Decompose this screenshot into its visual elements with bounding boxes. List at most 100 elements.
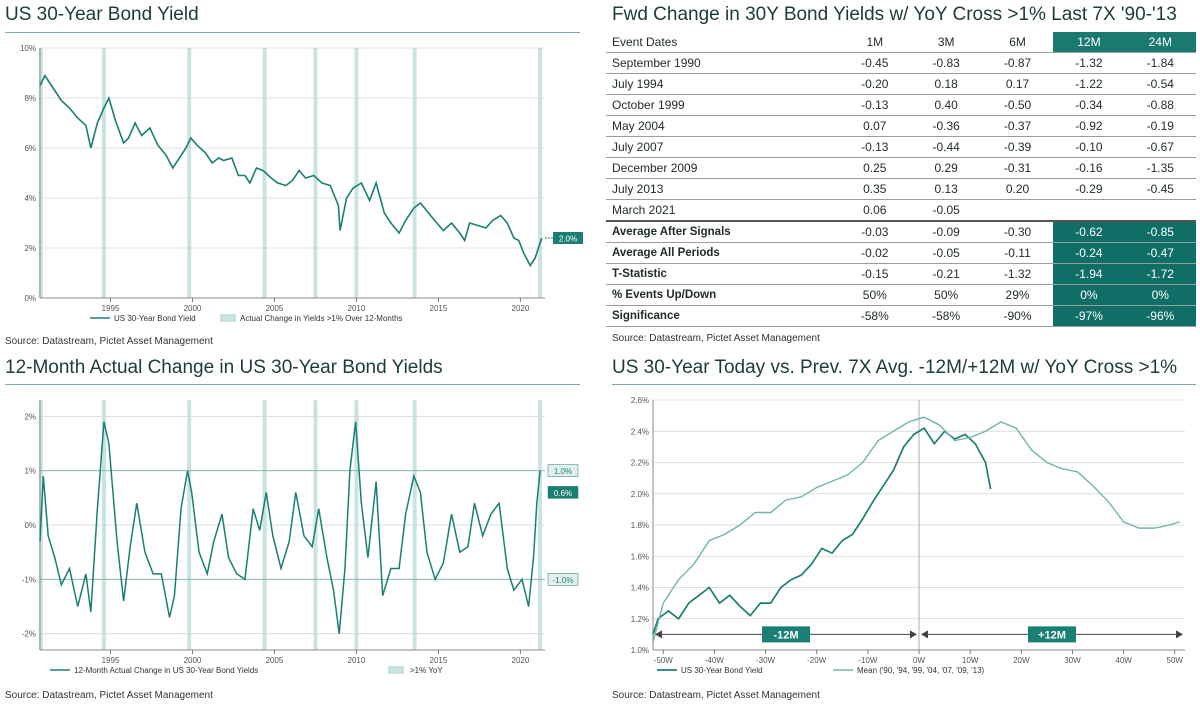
value-cell: -0.16 (1053, 157, 1125, 179)
header-1m: 1M (839, 32, 911, 53)
value-cell: -0.05 (910, 199, 982, 222)
table-row: March 2021 0.06 -0.05 (606, 199, 1196, 222)
source-4: Source: Datastream, Pictet Asset Managem… (612, 690, 820, 701)
summary-row: Significance -58% -58% -90% -97% -96% (606, 305, 1196, 327)
value-cell: -0.34 (1053, 94, 1125, 116)
y-tick-label: 1.2% (631, 615, 649, 624)
legend-band-swatch (388, 666, 404, 674)
ref-label: 1.0% (554, 467, 572, 476)
summary-value-cell: -0.09 (910, 220, 982, 243)
value-cell (1124, 199, 1196, 222)
table-header-row: Event Dates 1M 3M 6M 12M 24M (606, 32, 1196, 53)
x-tick-label: 1995 (102, 304, 120, 313)
summary-value-cell: 29% (981, 284, 1054, 306)
x-tick-label: -10W (858, 656, 878, 665)
minus-12m-label: -12M (773, 629, 798, 641)
value-cell: 0.13 (910, 178, 982, 200)
yield-signal-band (538, 48, 543, 298)
value-cell: -1.35 (1124, 157, 1196, 179)
summary-value-cell: -58% (839, 305, 911, 327)
today-vs-avg-chart: 1.0% 1.2% 1.4% 1.6% 1.8% 2.0% 2.2% 2.4% 2.6% -50W… (631, 396, 1185, 675)
y-tick-label: 1.4% (631, 584, 649, 593)
event-date-cell: July 2007 (606, 136, 840, 158)
panel-2-title: Fwd Change in 30Y Bond Yields w/ YoY Cro… (612, 4, 1177, 25)
y-tick-label: 2.0% (631, 490, 649, 499)
summary-label-cell: Average All Periods (606, 242, 840, 264)
summary-value-cell: -0.03 (839, 220, 911, 243)
source-3: Source: Datastream, Pictet Asset Managem… (5, 690, 213, 701)
x-tick-label: 2005 (266, 656, 284, 665)
y-tick-label: 1.6% (631, 552, 649, 561)
value-cell: 0.25 (839, 157, 911, 179)
panel-1-title: US 30-Year Bond Yield (5, 4, 199, 25)
x-tick-label: 10W (962, 656, 979, 665)
y-tick-label: 2.6% (631, 396, 649, 405)
value-cell (1053, 199, 1125, 222)
y-tick-label: 0% (24, 294, 36, 303)
yield-signal-band (187, 48, 192, 298)
value-cell: -0.67 (1124, 136, 1196, 158)
end-label: 2.0% (559, 235, 577, 244)
summary-row: % Events Up/Down 50% 50% 29% 0% 0% (606, 284, 1196, 306)
minus-12m-box (762, 626, 810, 643)
yield-signal-band (354, 48, 359, 298)
end-label-box (553, 232, 583, 244)
plus-12m-label: +12M (1038, 629, 1066, 641)
y-tick-label: -1% (22, 575, 36, 584)
summary-value-cell: -1.72 (1124, 263, 1196, 285)
y-tick-label: 2% (24, 412, 36, 421)
value-cell: -0.88 (1124, 94, 1196, 116)
x-tick-label: 1995 (102, 656, 120, 665)
summary-value-cell: -0.21 (910, 263, 982, 285)
x-tick-label: 2015 (430, 304, 448, 313)
header-24m: 24M (1124, 32, 1196, 53)
value-cell: -0.39 (981, 136, 1054, 158)
summary-value-cell: 0% (1124, 284, 1196, 306)
value-cell: 0.20 (981, 178, 1054, 200)
event-date-cell: March 2021 (606, 199, 840, 222)
header-12m: 12M (1053, 32, 1125, 53)
event-date-cell: July 1994 (606, 73, 840, 95)
y-tick-label: -2% (22, 630, 36, 639)
value-cell: -0.13 (839, 136, 911, 158)
value-cell: -0.13 (839, 94, 911, 116)
value-cell: 0.18 (910, 73, 982, 95)
bond-yield-chart: 0% 2% 4% 6% 8% 10% 1995 2000 2005 2010 2015 2020 2.0… (20, 44, 583, 323)
value-cell: -0.20 (839, 73, 911, 95)
summary-label-cell: % Events Up/Down (606, 284, 840, 306)
x-tick-label: -40W (705, 656, 725, 665)
summary-value-cell: -0.30 (981, 220, 1054, 243)
forward-change-table: Event Dates 1M 3M 6M 12M 24M September 1990 -0… (606, 32, 1196, 327)
summary-value-cell: -1.32 (981, 263, 1054, 285)
legend-label: US 30-Year Bond Yield (114, 314, 196, 323)
value-cell (981, 199, 1054, 222)
value-cell: -0.45 (1124, 178, 1196, 200)
ref-label: 0.6% (554, 489, 572, 498)
value-cell: -0.10 (1053, 136, 1125, 158)
summary-label-cell: Average After Signals (606, 220, 840, 243)
y-tick-label: 4% (24, 194, 36, 203)
source-2: Source: Datastream, Pictet Asset Managem… (612, 333, 820, 344)
table-row: May 2004 0.07 -0.36 -0.37 -0.92 -0.19 (606, 115, 1196, 137)
value-cell: 0.06 (839, 199, 911, 222)
x-tick-label: -30W (756, 656, 776, 665)
x-tick-label: 2000 (184, 656, 202, 665)
summary-value-cell: -0.02 (839, 242, 911, 264)
y-tick-label: 2% (24, 244, 36, 253)
table-row: July 1994 -0.20 0.18 0.17 -1.22 -0.54 (606, 73, 1196, 95)
yield-signal-band (38, 48, 43, 298)
legend-band-swatch (220, 314, 236, 322)
summary-label-cell: T-Statistic (606, 263, 840, 285)
summary-value-cell: -0.62 (1053, 220, 1125, 243)
y-tick-label: 1.8% (631, 521, 649, 530)
value-cell: -0.92 (1053, 115, 1125, 137)
y-tick-label: 2.4% (631, 427, 649, 436)
back-arrow-head (910, 630, 917, 639)
x-tick-label: 2010 (348, 656, 366, 665)
summary-value-cell: -96% (1124, 305, 1196, 327)
x-tick-label: 50W (1167, 656, 1184, 665)
value-cell: 0.40 (910, 94, 982, 116)
y-tick-label: 1.0% (631, 646, 649, 655)
event-date-cell: May 2004 (606, 115, 840, 137)
yoy-change-chart: -2% -1% 0% 1% 2% 1995 2000 2005 2010 2015 2020 1.0%… (22, 400, 579, 675)
